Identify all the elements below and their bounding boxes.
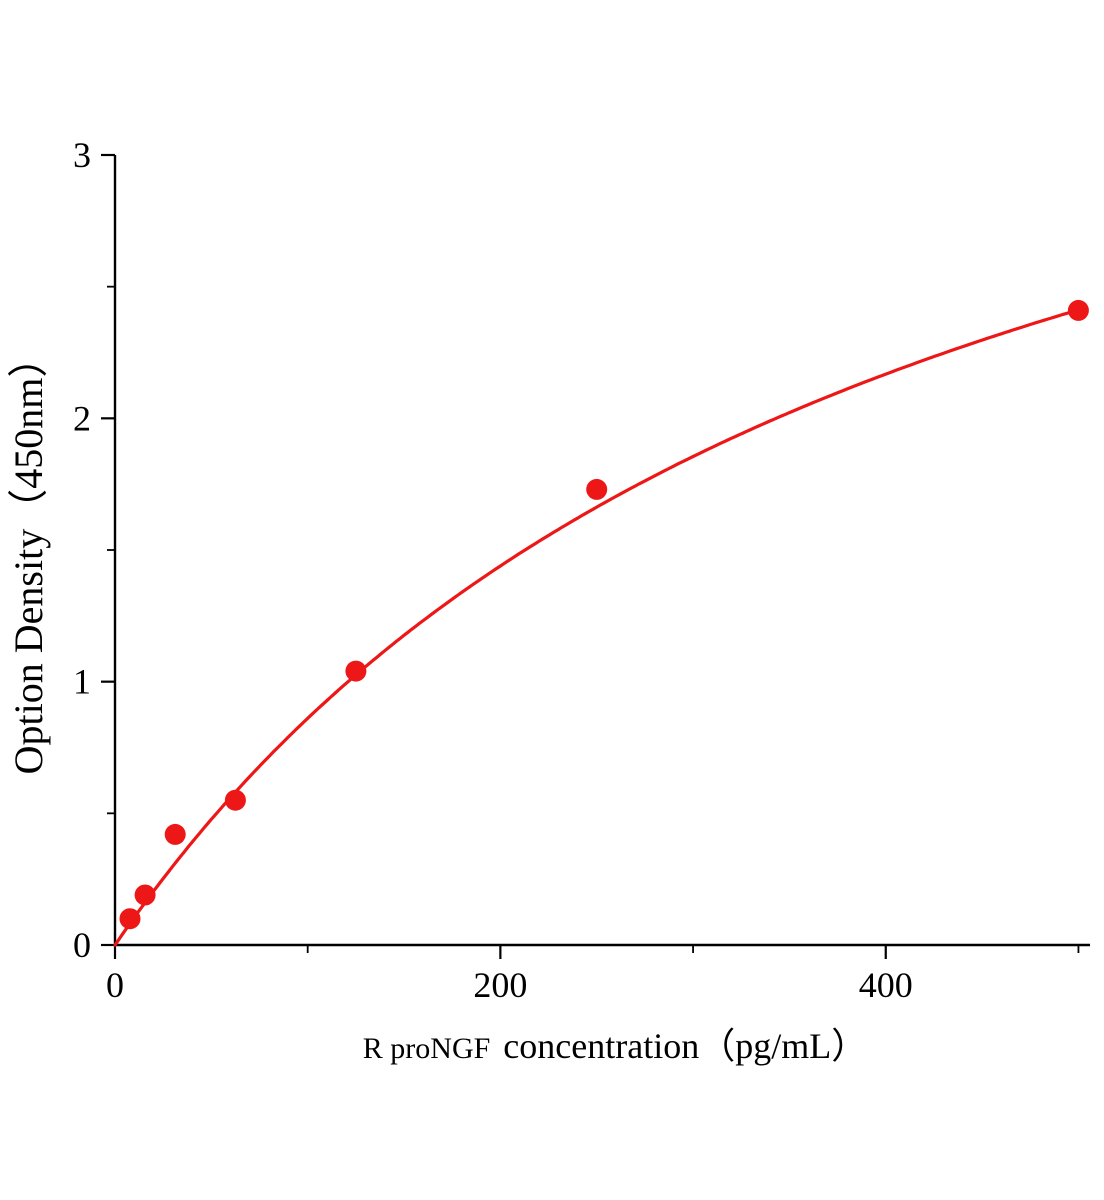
x-tick-label: 400 [859,965,913,1005]
y-tick-label: 3 [73,135,91,175]
y-tick-label: 2 [73,398,91,438]
data-point [586,478,608,500]
data-point [1067,299,1089,321]
y-axis-label: Option Density（450nm） [6,338,51,775]
x-axis-label: R proNGF concentration（pg/mL） [363,1026,867,1066]
data-point [164,823,186,845]
x-axis-label-main: concentration（pg/mL） [503,1026,867,1066]
y-tick-label: 1 [73,662,91,702]
y-tick-label: 0 [73,925,91,965]
data-point [119,908,141,930]
x-tick-label: 200 [473,965,527,1005]
x-axis-label-prefix: R proNGF [363,1032,491,1065]
axes: 0 200 400 0 1 2 3 [73,135,1090,1005]
x-tick-label: 0 [106,965,124,1005]
fit-curve [113,308,1080,947]
data-point [224,789,246,811]
data-point [134,884,156,906]
data-point [345,660,367,682]
